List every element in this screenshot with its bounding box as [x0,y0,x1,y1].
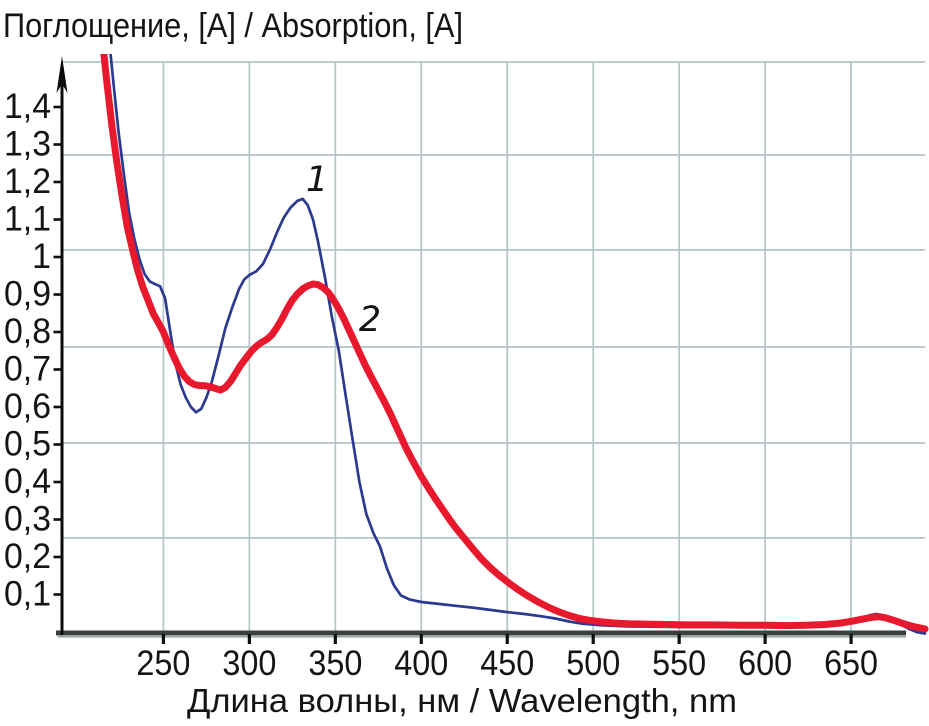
x-tick-label: 300 [222,644,276,683]
axes-and-ticks: 0,10,20,30,40,50,60,70,80,911,11,21,31,4… [4,56,906,683]
y-tick-label: 1 [32,237,51,276]
chart-title: Поглощение, [A] / Absorption, [A] [3,7,463,45]
y-axis-arrow-icon [56,56,68,93]
x-tick-label: 250 [136,644,190,683]
y-tick-label: 0,7 [4,350,51,389]
y-tick-label: 1,4 [4,87,51,126]
spectra-curves [100,54,929,635]
gridlines [62,61,925,633]
y-tick-label: 0,9 [4,275,51,314]
x-axis-title: Длина волны, нм / Wavelength, nm [187,682,737,719]
x-tick-label: 500 [566,644,620,683]
y-tick-label: 1,2 [4,162,51,201]
spectrum-curve-1 [109,54,927,635]
y-tick-label: 1,3 [4,125,51,164]
y-tick-label: 1,1 [4,200,51,239]
y-tick-label: 0,6 [4,387,51,426]
spectrum-curve-2 [100,54,929,633]
y-tick-label: 0,3 [4,500,51,539]
x-tick-label: 400 [394,644,448,683]
x-tick-label: 600 [738,644,792,683]
x-tick-label: 550 [652,644,706,683]
y-tick-label: 0,5 [4,425,51,464]
x-tick-label: 450 [480,644,534,683]
y-tick-label: 0,4 [4,462,51,501]
curve2-label: 2 [359,300,381,340]
y-tick-label: 0,2 [4,537,51,576]
curve1-label: 1 [306,160,328,200]
x-tick-label: 350 [308,644,362,683]
x-tick-label: 650 [824,644,878,683]
y-tick-label: 0,8 [4,312,51,351]
y-tick-label: 0,1 [4,575,51,614]
